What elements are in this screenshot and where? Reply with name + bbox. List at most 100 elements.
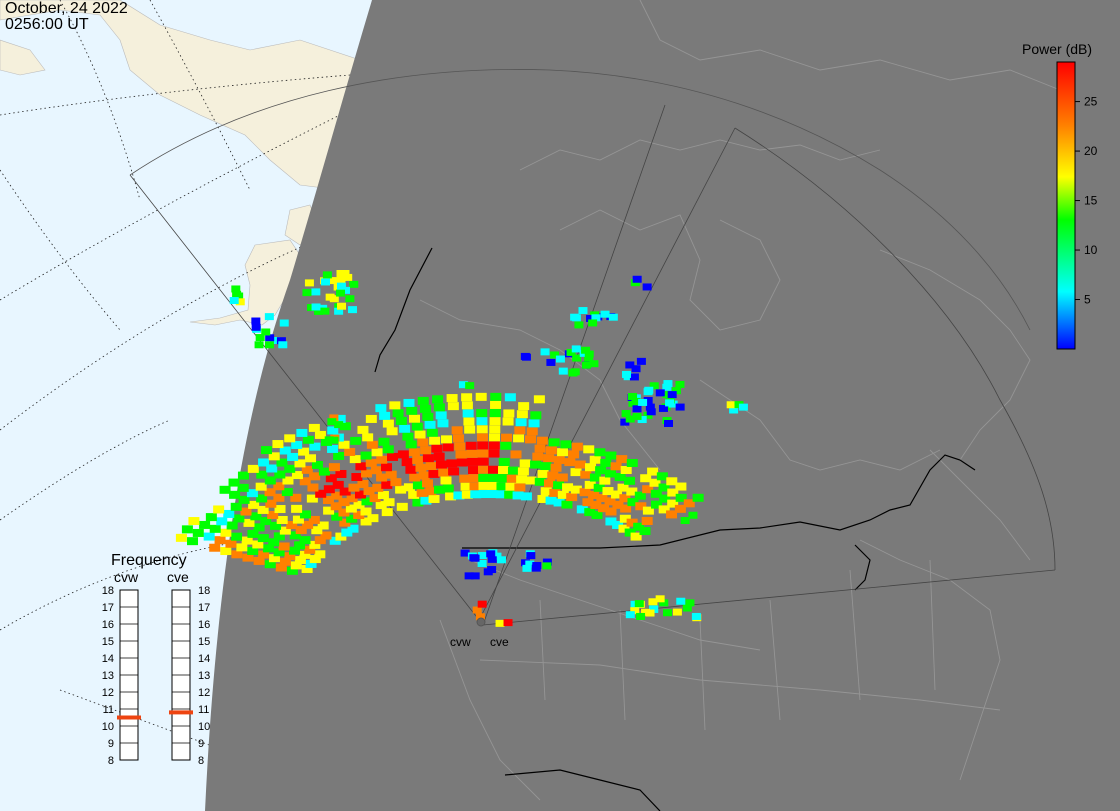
echo-cell [433, 485, 445, 494]
echo-cell [228, 478, 240, 487]
echo-cell [585, 463, 597, 472]
echo-cell [472, 606, 482, 614]
echo-cell [390, 478, 402, 487]
echo-cell [650, 489, 662, 498]
echo-cell [401, 458, 413, 467]
echo-cell [353, 500, 365, 509]
echo-cell [247, 464, 259, 473]
echo-cell [477, 465, 489, 474]
echo-cell [588, 319, 598, 327]
echo-cell [459, 474, 471, 483]
echo-cell [417, 438, 429, 447]
echo-cell [294, 541, 306, 550]
echo-cell [329, 436, 339, 444]
echo-cell [349, 455, 361, 464]
echo-cell [520, 352, 530, 360]
echo-cell [375, 404, 387, 413]
echo-cell [320, 278, 330, 286]
echo-cell [488, 441, 500, 450]
echo-cell [409, 473, 421, 482]
echo-cell [291, 471, 303, 480]
echo-cell [308, 423, 320, 432]
radar-site-label-cve: cve [490, 635, 509, 649]
echo-cell [412, 498, 424, 507]
echo-cell [175, 533, 187, 542]
echo-cell [590, 501, 602, 510]
echo-cell [503, 619, 513, 627]
echo-cell [672, 608, 682, 616]
echo-cell [246, 489, 258, 498]
echo-cell [302, 289, 312, 297]
echo-cell [489, 409, 501, 418]
frequency-level-label: 17 [102, 602, 114, 614]
echo-cell [462, 409, 474, 418]
echo-cell [466, 449, 478, 458]
echo-cell [426, 428, 438, 437]
echo-cell [314, 550, 326, 559]
echo-cell [520, 492, 532, 501]
echo-cell [392, 409, 404, 418]
frequency-level-label: 11 [198, 704, 209, 716]
echo-cell [286, 566, 298, 575]
echo-cell [262, 544, 274, 553]
echo-cell [688, 511, 698, 519]
echo-cell [662, 383, 672, 391]
echo-cell [396, 502, 408, 511]
echo-cell [351, 473, 363, 482]
echo-cell [526, 552, 536, 560]
echo-cell [282, 476, 294, 485]
echo-cell [729, 406, 739, 414]
echo-cell [556, 473, 568, 482]
echo-cell [417, 396, 429, 405]
frequency-level-label: 13 [102, 670, 114, 682]
echo-cell [447, 402, 459, 411]
echo-cell [622, 370, 632, 378]
echo-cell [464, 425, 476, 434]
echo-cell [360, 507, 372, 516]
echo-cell [279, 526, 291, 535]
echo-cell [525, 560, 535, 568]
echo-cell [420, 404, 432, 413]
echo-cell [247, 529, 259, 538]
echo-cell [534, 477, 546, 486]
echo-cell [655, 595, 665, 603]
echo-cell [682, 604, 692, 612]
echo-cell [335, 469, 347, 478]
echo-cell [264, 341, 274, 349]
echo-cell [454, 442, 466, 451]
echo-cell [273, 493, 285, 502]
echo-cell [675, 493, 687, 502]
echo-cell [268, 538, 280, 547]
echo-cell [540, 348, 550, 356]
echo-cell [345, 504, 357, 513]
echo-cell [278, 341, 288, 349]
echo-cell [327, 426, 339, 435]
echo-cell [232, 290, 242, 298]
echo-cell [406, 406, 418, 415]
echo-cell [361, 497, 373, 506]
echo-cell [337, 273, 347, 281]
echo-cell [605, 451, 617, 460]
echo-cell [626, 458, 638, 467]
echo-cell [408, 448, 420, 457]
echo-cell [579, 488, 591, 497]
echo-cell [291, 504, 303, 513]
echo-cell [257, 534, 269, 543]
echo-cell [409, 414, 421, 423]
echo-cell [663, 380, 673, 388]
echo-cell [305, 559, 317, 568]
echo-cell [429, 436, 441, 445]
echo-cell [631, 365, 641, 373]
echo-cell [477, 559, 487, 567]
echo-cell [315, 489, 327, 498]
echo-cell [540, 487, 552, 496]
echo-cell [267, 510, 279, 519]
echo-cell [422, 412, 434, 421]
frequency-col-cvw: cvw [114, 569, 139, 585]
echo-cell [324, 436, 334, 444]
echo-cell [383, 498, 395, 507]
echo-cell [442, 443, 454, 452]
echo-cell [264, 313, 274, 321]
echo-cell [562, 483, 574, 492]
echo-cell [266, 464, 278, 473]
